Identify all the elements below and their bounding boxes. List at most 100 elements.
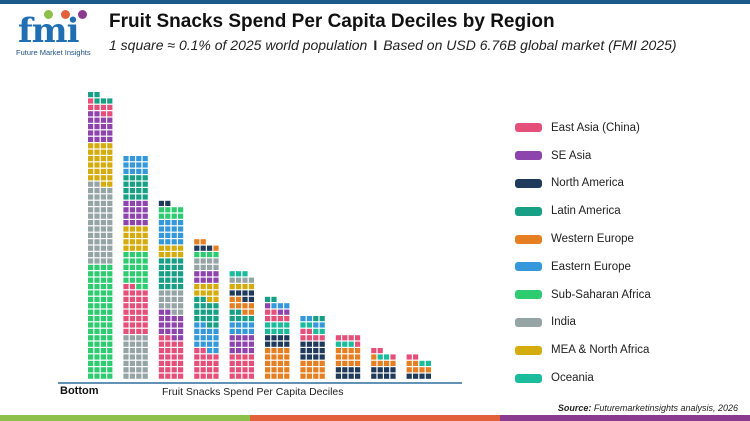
waffle-square <box>348 373 354 379</box>
waffle-square <box>88 322 94 328</box>
waffle-square <box>194 348 200 354</box>
waffle-square <box>107 245 113 251</box>
waffle-square <box>165 367 171 373</box>
waffle-square <box>123 277 129 283</box>
waffle-square <box>213 258 219 264</box>
waffle-square <box>265 328 271 334</box>
waffle-square <box>88 354 94 360</box>
waffle-square <box>123 316 129 322</box>
waffle-square <box>306 373 312 379</box>
waffle-square <box>129 348 135 354</box>
waffle-square <box>236 309 242 315</box>
waffle-square <box>88 92 94 98</box>
waffle-square <box>300 348 306 354</box>
waffle-square <box>178 264 184 270</box>
waffle-square <box>129 328 135 334</box>
legend-label: East Asia (China) <box>551 121 640 134</box>
waffle-square <box>88 111 94 117</box>
waffle-square <box>313 328 319 334</box>
waffle-square <box>100 200 106 206</box>
waffle-square <box>94 373 100 379</box>
waffle-square <box>88 104 94 110</box>
waffle-square <box>306 360 312 366</box>
waffle-square <box>348 335 354 341</box>
waffle-square <box>171 284 177 290</box>
waffle-square <box>277 360 283 366</box>
waffle-square <box>413 367 419 373</box>
waffle-square <box>88 264 94 270</box>
waffle-square <box>229 277 235 283</box>
waffle-square <box>94 207 100 213</box>
waffle-square <box>142 232 148 238</box>
waffle-square <box>171 309 177 315</box>
waffle-square <box>142 156 148 162</box>
waffle-square <box>100 290 106 296</box>
legend-label: Sub-Saharan Africa <box>551 288 651 301</box>
waffle-square <box>158 200 164 206</box>
top-accent-bar <box>0 0 750 4</box>
waffle-square <box>248 322 254 328</box>
waffle-square <box>194 354 200 360</box>
waffle-square <box>277 328 283 334</box>
waffle-square <box>229 367 235 373</box>
waffle-square <box>129 284 135 290</box>
waffle-square <box>277 335 283 341</box>
decile-bar-4 <box>194 239 219 379</box>
waffle-square <box>207 309 213 315</box>
waffle-square <box>313 316 319 322</box>
waffle-square <box>277 316 283 322</box>
waffle-square <box>142 309 148 315</box>
waffle-square <box>129 341 135 347</box>
waffle-square <box>94 367 100 373</box>
waffle-square <box>107 341 113 347</box>
waffle-square <box>136 220 142 226</box>
waffle-square <box>165 277 171 283</box>
waffle-square <box>265 316 271 322</box>
waffle-square <box>129 168 135 174</box>
waffle-square <box>100 264 106 270</box>
waffle-square <box>194 360 200 366</box>
waffle-square <box>300 316 306 322</box>
waffle-square <box>158 373 164 379</box>
waffle-square <box>200 354 206 360</box>
decile-bar-8 <box>335 335 361 379</box>
waffle-square <box>100 367 106 373</box>
waffle-square <box>142 296 148 302</box>
waffle-square <box>300 367 306 373</box>
waffle-square <box>94 252 100 258</box>
waffle-square <box>107 277 113 283</box>
waffle-square <box>271 354 277 360</box>
waffle-square <box>136 175 142 181</box>
waffle-square <box>100 245 106 251</box>
waffle-square <box>165 316 171 322</box>
waffle-square <box>94 303 100 309</box>
waffle-square <box>129 162 135 168</box>
legend-label: India <box>551 316 576 329</box>
waffle-square <box>165 264 171 270</box>
waffle-square <box>94 296 100 302</box>
waffle-square <box>107 136 113 142</box>
waffle-square <box>129 220 135 226</box>
waffle-square <box>355 341 361 347</box>
waffle-square <box>200 341 206 347</box>
waffle-square <box>107 181 113 187</box>
waffle-square <box>88 373 94 379</box>
waffle-square <box>265 360 271 366</box>
waffle-square <box>194 322 200 328</box>
waffle-square <box>265 373 271 379</box>
waffle-square <box>94 168 100 174</box>
waffle-square <box>142 162 148 168</box>
waffle-square <box>129 277 135 283</box>
legend-label: Eastern Europe <box>551 260 631 273</box>
waffle-square <box>313 354 319 360</box>
waffle-square <box>171 264 177 270</box>
waffle-square <box>213 348 219 354</box>
waffle-square <box>158 252 164 258</box>
waffle-square <box>236 296 242 302</box>
waffle-square <box>271 341 277 347</box>
waffle-square <box>271 309 277 315</box>
waffle-square <box>242 354 248 360</box>
waffle-square <box>306 354 312 360</box>
waffle-square <box>129 335 135 341</box>
